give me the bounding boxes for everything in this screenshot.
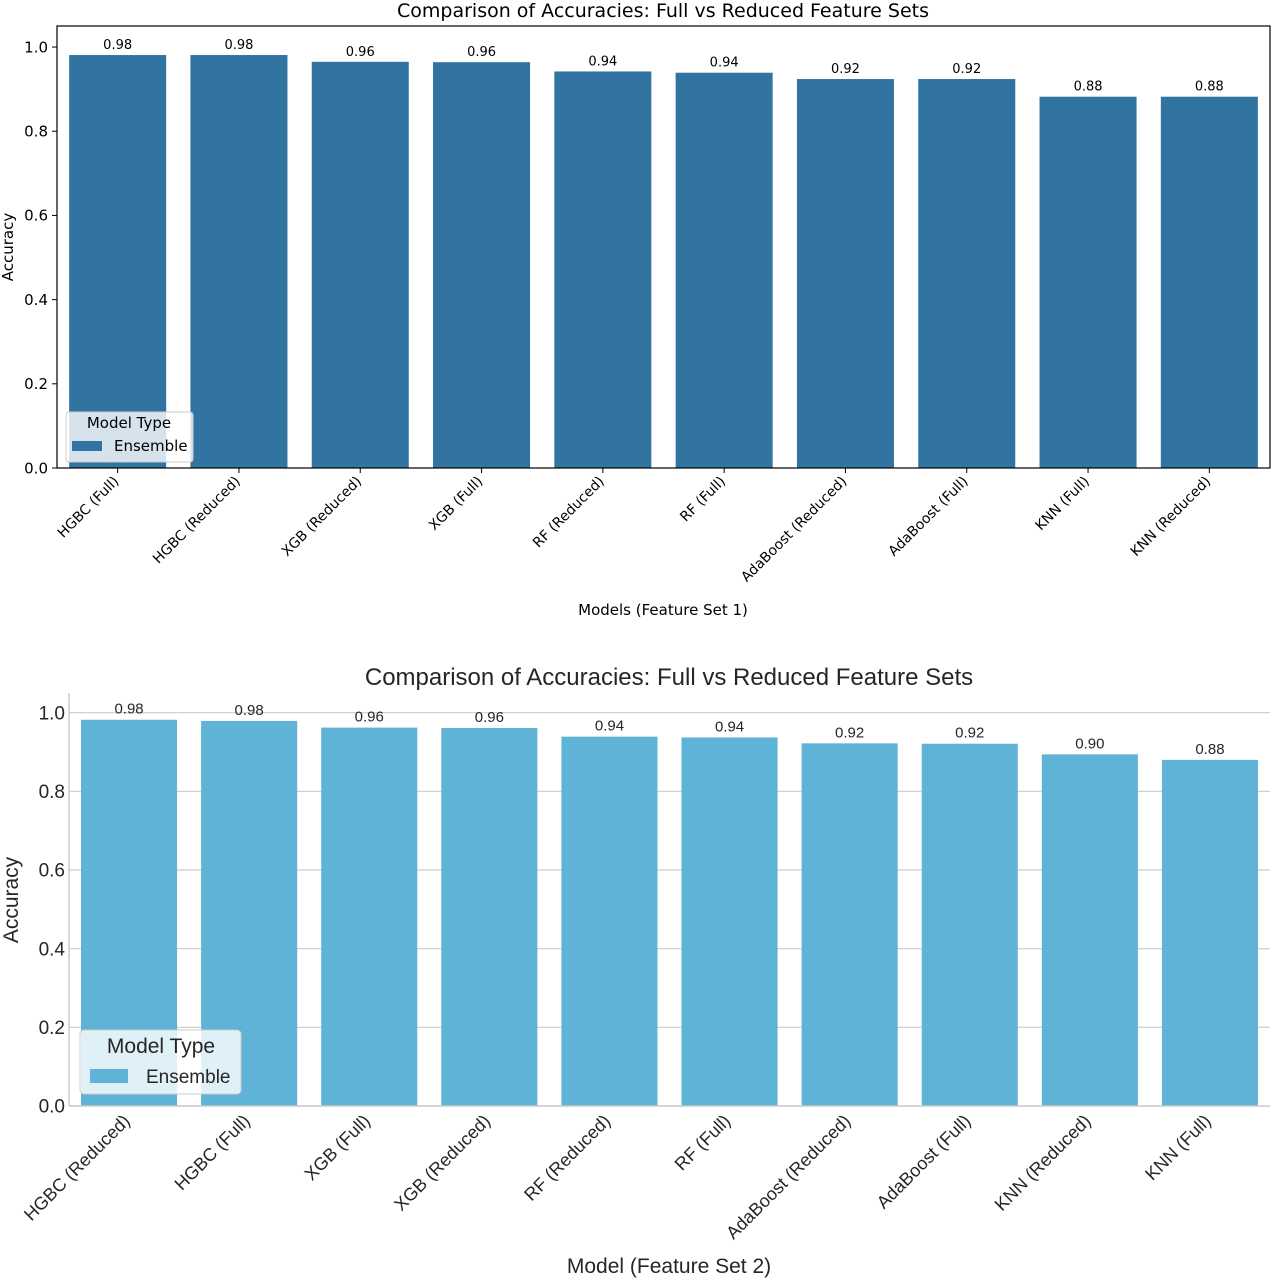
chart-1-x-tick-label: KNN (Full) [1032, 474, 1092, 534]
chart-1-x-tick-label: AdaBoost (Reduced) [738, 474, 850, 586]
chart-2-bar [1041, 754, 1138, 1106]
chart-2-x-tick-label: RF (Full) [671, 1111, 735, 1175]
chart-2-value-label: 0.92 [955, 725, 984, 742]
chart-1-legend-swatch [72, 441, 102, 451]
chart-2-value-label: 0.98 [235, 702, 264, 719]
chart-2-legend-title: Model Type [107, 1035, 215, 1058]
chart-2-title: Comparison of Accuracies: Full vs Reduce… [365, 664, 973, 691]
chart-2-value-label: 0.90 [1075, 735, 1104, 752]
chart-1-legend-title: Model Type [87, 414, 171, 432]
chart-1-y-axis: 0.0 0.2 0.4 0.6 0.8 1.0 [24, 38, 57, 477]
chart-2-x-tick-label: HGBC (Full) [171, 1111, 254, 1194]
chart-1-y-tick-label: 1.0 [24, 38, 48, 56]
chart-1-y-tick-label: 0.8 [24, 122, 48, 140]
chart-2-bar [441, 728, 538, 1106]
chart-1-value-label: 0.88 [1195, 80, 1224, 95]
chart-2-bar [561, 736, 658, 1106]
chart-2-x-axis: HGBC (Reduced) HGBC (Full) XGB (Full) XGB (… [20, 1111, 1215, 1243]
chart-2-bar [681, 737, 778, 1106]
chart-2-value-label: 0.98 [114, 701, 143, 718]
chart-1-x-axis-label: Models (Feature Set 1) [578, 601, 748, 619]
chart-1-value-label: 0.98 [103, 38, 132, 53]
chart-2-bar [801, 743, 898, 1106]
chart-2-value-label: 0.94 [715, 718, 744, 735]
chart-2-value-label: 0.92 [835, 724, 864, 741]
chart-2-y-axis-label: Accuracy [0, 856, 23, 943]
chart-1-x-tick-label: RF (Full) [677, 474, 729, 526]
chart-2-y-tick-label: 0.2 [39, 1018, 65, 1039]
chart-2-y-axis: 0.0 0.2 0.4 0.6 0.8 1.0 [39, 703, 66, 1117]
chart-2-x-tick-label: AdaBoost (Reduced) [722, 1111, 854, 1243]
chart-2-value-label: 0.88 [1195, 741, 1224, 758]
chart-1-value-label: 0.88 [1074, 80, 1103, 95]
chart-2-legend-swatch [90, 1069, 128, 1083]
chart-1-bar [918, 79, 1016, 468]
chart-2-value-label: 0.96 [475, 709, 504, 726]
chart-2-x-axis-label: Model (Feature Set 2) [567, 1255, 771, 1278]
chart-2-bar [1161, 759, 1258, 1106]
chart-1-bar [796, 79, 894, 468]
chart-1-x-tick-label: XGB (Full) [426, 474, 486, 534]
chart-2-legend: Model Type Ensemble [79, 1029, 242, 1095]
chart-2-x-tick-label: KNN (Reduced) [991, 1111, 1095, 1215]
chart-2-x-tick-label: XGB (Full) [301, 1111, 375, 1185]
chart-2: Comparison of Accuracies: Full vs Reduce… [0, 664, 1270, 1278]
chart-1-x-tick-label: HGBC (Full) [55, 474, 123, 542]
chart-1-bars [69, 55, 1258, 469]
chart-1-bar [69, 55, 167, 468]
chart-2-x-tick-label: HGBC (Reduced) [20, 1111, 134, 1225]
chart-1-bar [554, 71, 652, 468]
chart-2-x-tick-label: XGB (Reduced) [390, 1111, 494, 1215]
chart-1-value-label: 0.98 [224, 38, 253, 53]
chart-2-value-labels: 0.98 0.98 0.96 0.96 0.94 0.94 0.92 0.92 0.90 0.88 [114, 701, 1224, 758]
chart-2-x-tick-label: RF (Reduced) [520, 1111, 614, 1205]
chart-2-bars [81, 719, 1258, 1106]
chart-1-x-tick-label: RF (Reduced) [530, 474, 608, 552]
chart-2-y-tick-label: 1.0 [39, 703, 65, 724]
chart-1-y-tick-label: 0.2 [24, 375, 48, 393]
chart-1-title: Comparison of Accuracies: Full vs Reduce… [397, 0, 929, 22]
chart-2-x-tick-label: KNN (Full) [1141, 1111, 1215, 1185]
chart-2-x-tick-label: AdaBoost (Full) [873, 1111, 975, 1213]
chart-1: Comparison of Accuracies: Full vs Reduce… [0, 0, 1271, 619]
chart-1-legend-entry: Ensemble [114, 437, 188, 455]
chart-1-x-tick-label: HGBC (Reduced) [150, 474, 244, 568]
chart-2-value-label: 0.96 [355, 709, 384, 726]
chart-1-x-tick-label: KNN (Reduced) [1128, 474, 1214, 560]
chart-1-value-label: 0.92 [952, 62, 981, 77]
chart-1-value-label: 0.96 [467, 45, 496, 60]
chart-1-y-tick-label: 0.4 [24, 291, 48, 309]
chart-1-bar [190, 55, 288, 468]
chart-1-x-tick-label: XGB (Reduced) [279, 474, 365, 560]
chart-2-bar [921, 743, 1018, 1106]
chart-2-y-tick-label: 0.8 [39, 782, 65, 803]
chart-1-value-label: 0.96 [346, 45, 375, 60]
chart-1-frame [56, 25, 1271, 469]
chart-1-bar [675, 72, 773, 469]
chart-1-y-tick-label: 0.0 [24, 459, 48, 477]
chart-1-x-axis: HGBC (Full) HGBC (Reduced) XGB (Reduced) XG… [55, 468, 1214, 585]
chart-2-y-tick-label: 0.4 [39, 939, 66, 960]
chart-2-y-tick-label: 0.6 [39, 861, 65, 882]
chart-2-value-label: 0.94 [595, 718, 624, 735]
chart-1-value-label: 0.94 [710, 56, 739, 71]
chart-2-legend-entry: Ensemble [146, 1067, 231, 1088]
chart-1-x-tick-label: AdaBoost (Full) [886, 474, 972, 560]
chart-1-y-tick-label: 0.6 [24, 207, 48, 225]
chart-2-y-tick-label: 0.0 [39, 1097, 65, 1118]
chart-1-legend: Model Type Ensemble [65, 411, 194, 463]
chart-2-bar [321, 727, 418, 1106]
chart-1-value-label: 0.92 [831, 62, 860, 77]
chart-1-bar [311, 61, 409, 469]
chart-1-y-axis-label: Accuracy [0, 213, 17, 282]
chart-1-value-label: 0.94 [588, 54, 617, 69]
chart-1-bar [433, 62, 531, 468]
chart-1-bar [1039, 96, 1137, 468]
chart-1-bar [1160, 96, 1258, 468]
